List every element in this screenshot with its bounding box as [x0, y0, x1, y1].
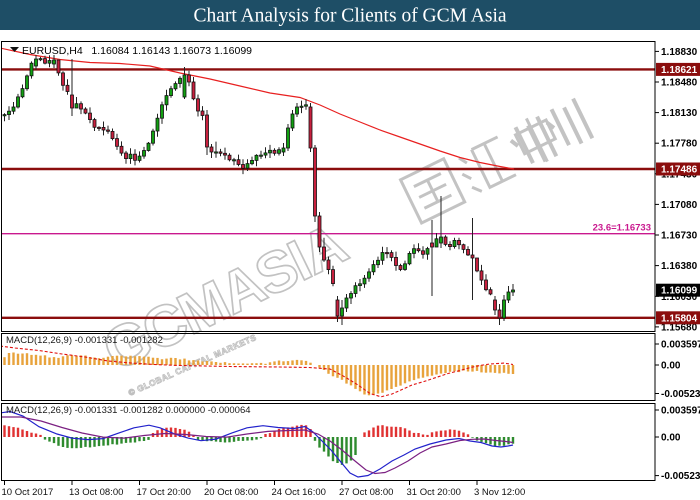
svg-text:1.15804: 1.15804	[661, 313, 698, 324]
svg-text:1.18130: 1.18130	[661, 108, 698, 119]
svg-text:0.00: 0.00	[661, 361, 681, 372]
svg-text:1.16099: 1.16099	[661, 286, 698, 297]
svg-text:1.17080: 1.17080	[661, 200, 698, 211]
svg-text:31 Oct 20:00: 31 Oct 20:00	[407, 487, 461, 498]
svg-text:0.003597: 0.003597	[661, 340, 700, 351]
svg-text:0.003597: 0.003597	[661, 406, 700, 417]
svg-text:MACD(12,26,9) -0.001331 -0.001: MACD(12,26,9) -0.001331 -0.001282 0.0000…	[6, 405, 251, 416]
svg-text:1.15680: 1.15680	[661, 322, 698, 333]
svg-text:1.16730: 1.16730	[661, 231, 698, 242]
svg-text:1.18830: 1.18830	[661, 47, 698, 58]
svg-text:3 Nov 12:00: 3 Nov 12:00	[474, 487, 525, 498]
svg-text:-0.005238: -0.005238	[661, 471, 700, 482]
svg-text:1.18621: 1.18621	[661, 65, 698, 76]
svg-text:23.6=1.16733: 23.6=1.16733	[593, 223, 651, 234]
svg-text:-0.005238: -0.005238	[661, 389, 700, 400]
svg-text:17 Oct 20:00: 17 Oct 20:00	[137, 487, 191, 498]
svg-text:24 Oct 16:00: 24 Oct 16:00	[272, 487, 326, 498]
svg-text:Chart Analysis for Clients of: Chart Analysis for Clients of GCM Asia	[193, 6, 506, 27]
svg-text:1.18480: 1.18480	[661, 78, 698, 89]
svg-text:20 Oct 08:00: 20 Oct 08:00	[204, 487, 258, 498]
svg-text:1.17486: 1.17486	[661, 165, 698, 176]
svg-text:1.16380: 1.16380	[661, 261, 698, 272]
svg-text:13 Oct 08:00: 13 Oct 08:00	[69, 487, 123, 498]
svg-text:MACD(12,26,9) -0.001331 -0.001: MACD(12,26,9) -0.001331 -0.001282	[6, 335, 163, 346]
svg-text:EURUSD,H4 1.16084 1.16143 1.: EURUSD,H4 1.16084 1.16143 1.16073 1.1609…	[22, 45, 252, 57]
svg-text:0.00: 0.00	[661, 433, 681, 444]
svg-text:10 Oct 2017: 10 Oct 2017	[2, 487, 54, 498]
svg-text:1.17780: 1.17780	[661, 139, 698, 150]
svg-text:27 Oct 08:00: 27 Oct 08:00	[339, 487, 393, 498]
svg-text:1.16030: 1.16030	[661, 292, 698, 303]
